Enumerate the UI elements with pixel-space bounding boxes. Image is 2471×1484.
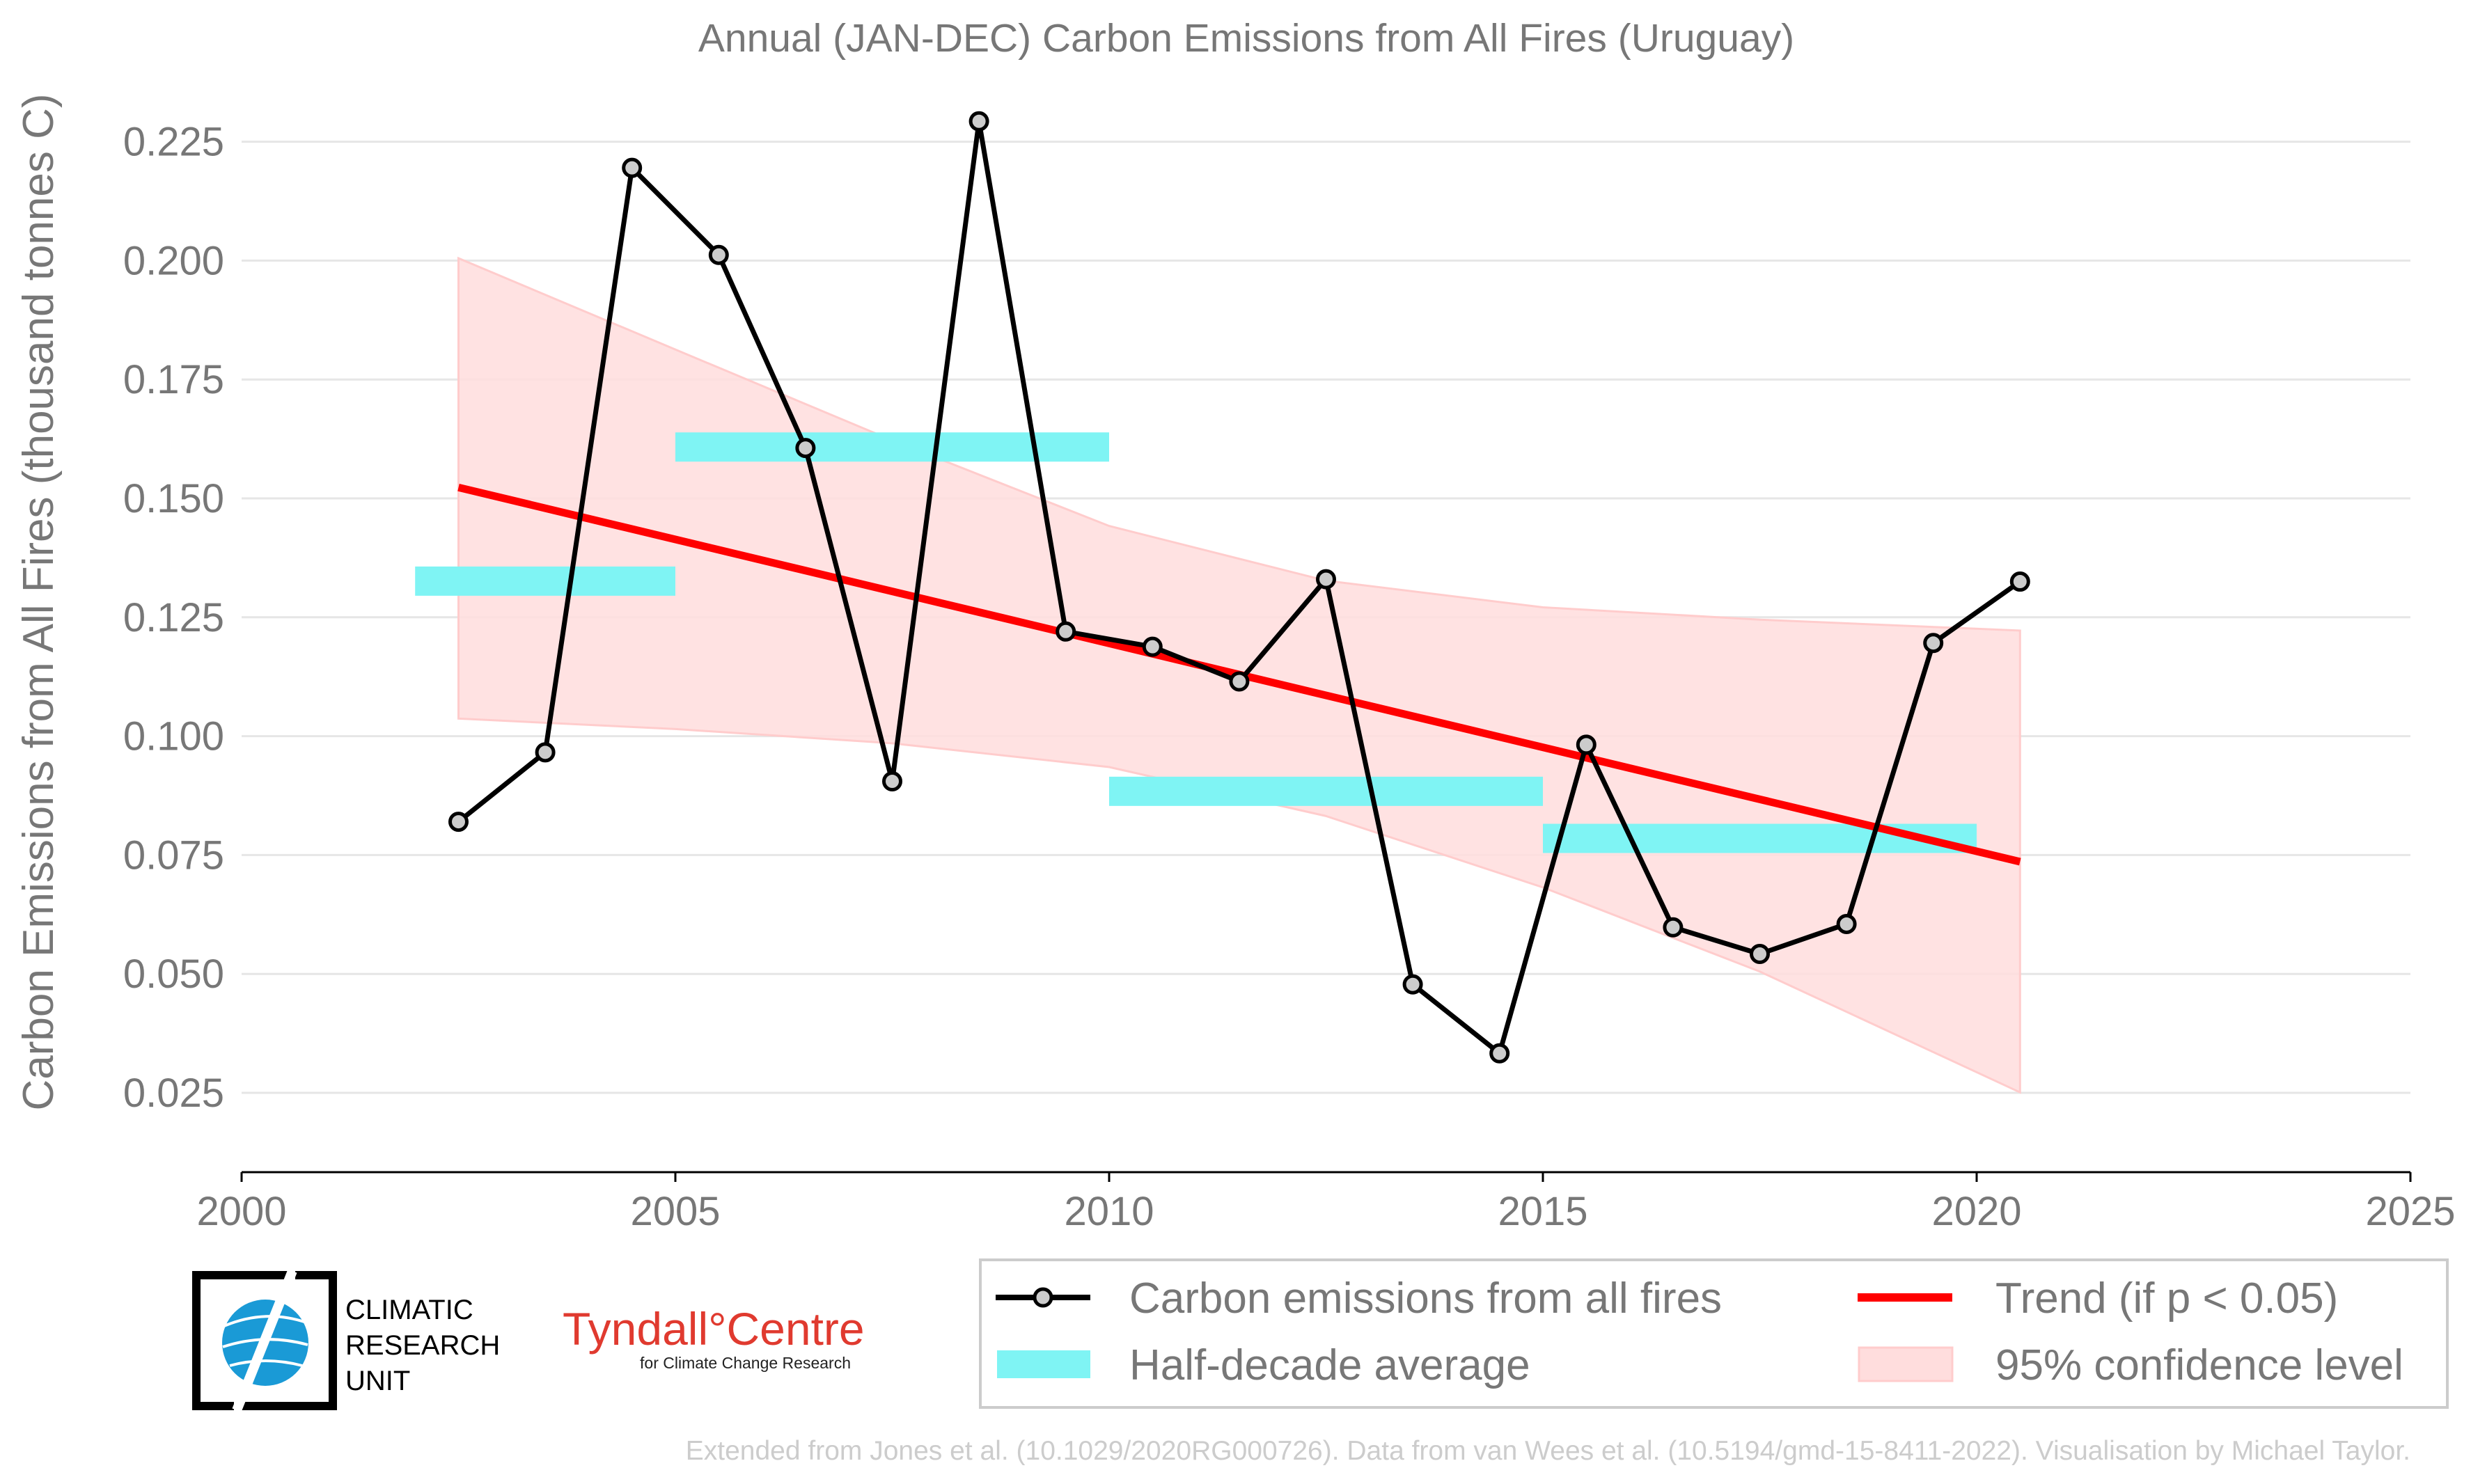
x-tick-label: 2005 bbox=[630, 1189, 720, 1234]
emissions-point bbox=[2009, 571, 2030, 592]
legend-frame bbox=[979, 1258, 2449, 1409]
chart-title: Annual (JAN-DEC) Carbon Emissions from A… bbox=[698, 16, 1794, 61]
legend-label-trend: Trend (if p < 0.05) bbox=[1995, 1274, 2338, 1323]
y-tick-label: 0.025 bbox=[123, 1071, 224, 1116]
legend-swatch-emissions-marker bbox=[1033, 1287, 1053, 1308]
y-tick-label: 0.050 bbox=[123, 952, 224, 997]
cru-logo-frame-left bbox=[192, 1271, 290, 1410]
x-tick-label: 2000 bbox=[196, 1189, 286, 1234]
x-axis-ticks: 2000 2005 2010 2015 2020 2025 bbox=[196, 1172, 2456, 1234]
y-axis-label: Carbon Emissions from All Fires (thousan… bbox=[15, 93, 63, 1110]
x-tick-label: 2015 bbox=[1498, 1189, 1587, 1234]
emissions-point bbox=[622, 157, 643, 178]
half-decade-bar bbox=[415, 566, 675, 596]
emissions-series-layer bbox=[448, 111, 2030, 1064]
emissions-point bbox=[1142, 636, 1163, 657]
emissions-point bbox=[1229, 671, 1250, 692]
y-axis-ticks: 0.025 0.050 0.075 0.100 0.125 0.150 0.175 0.200… bbox=[123, 120, 224, 1116]
x-tick-label: 2025 bbox=[2365, 1189, 2455, 1234]
legend-label-emissions: Carbon emissions from all fires bbox=[1129, 1274, 1722, 1323]
legend-swatch-half-decade bbox=[997, 1350, 1090, 1378]
y-tick-label: 0.100 bbox=[123, 714, 224, 759]
tyndall-logo-main: Tyndall°Centre bbox=[563, 1303, 865, 1355]
y-tick-label: 0.175 bbox=[123, 357, 224, 402]
legend-label-half-decade: Half-decade average bbox=[1129, 1341, 1530, 1389]
cru-logo-slash bbox=[232, 1269, 297, 1412]
emissions-point bbox=[882, 771, 902, 792]
legend: Carbon emissions from all fires Trend (i… bbox=[979, 1258, 2449, 1409]
y-tick-label: 0.150 bbox=[123, 476, 224, 521]
cru-logo: CLIMATIC RESEARCH UNIT bbox=[192, 1269, 500, 1412]
y-tick-label: 0.200 bbox=[123, 238, 224, 283]
emissions-point bbox=[708, 244, 729, 265]
emissions-point bbox=[1663, 917, 1684, 938]
y-tick-label: 0.075 bbox=[123, 832, 224, 878]
x-tick-label: 2010 bbox=[1064, 1189, 1154, 1234]
cru-logo-frame-right bbox=[240, 1271, 337, 1410]
emissions-point bbox=[1056, 621, 1076, 642]
emissions-point bbox=[1402, 974, 1423, 995]
y-tick-label: 0.225 bbox=[123, 120, 224, 165]
half-decade-bar bbox=[675, 432, 1109, 462]
emissions-point bbox=[1489, 1043, 1510, 1064]
x-tick-label: 2020 bbox=[1931, 1189, 2021, 1234]
emissions-point bbox=[535, 742, 556, 763]
emissions-point bbox=[795, 438, 816, 459]
cru-logo-line-1: CLIMATIC bbox=[345, 1295, 473, 1325]
emissions-point bbox=[1923, 633, 1944, 654]
legend-swatch-confidence bbox=[1858, 1346, 1954, 1382]
emissions-point bbox=[1750, 944, 1770, 965]
emissions-point bbox=[448, 812, 469, 832]
y-tick-label: 0.125 bbox=[123, 595, 224, 640]
tyndall-logo-sub: for Climate Change Research bbox=[640, 1354, 851, 1372]
emissions-point bbox=[1576, 734, 1597, 755]
footer-credit: Extended from Jones et al. (10.1029/2020… bbox=[686, 1436, 2410, 1466]
half-decade-bar bbox=[1543, 823, 1977, 853]
emissions-point bbox=[1316, 569, 1336, 590]
half-decade-bar bbox=[1109, 776, 1543, 806]
cru-logo-line-3: UNIT bbox=[345, 1366, 410, 1396]
cru-logo-line-2: RESEARCH bbox=[345, 1330, 500, 1361]
tyndall-logo: Tyndall°Centre for Climate Change Resear… bbox=[563, 1303, 865, 1372]
emissions-point bbox=[968, 111, 989, 132]
legend-label-confidence: 95% confidence level bbox=[1995, 1341, 2403, 1389]
emissions-point bbox=[1836, 913, 1857, 934]
